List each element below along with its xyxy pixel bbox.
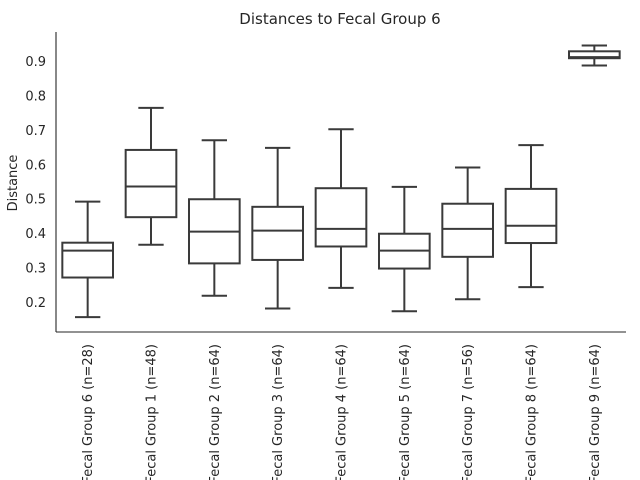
y-tick-label: 0.3 <box>25 262 46 277</box>
box-6 <box>378 185 431 313</box>
boxes <box>61 44 621 319</box>
x-tick-label: Fecal Group 1 (n=48) <box>145 344 160 480</box>
x-tick-labels: Fecal Group 6 (n=28) Fecal Group 1 (n=48)… <box>81 344 603 480</box>
y-tick-label: 0.4 <box>25 227 46 242</box>
y-tick-label: 0.7 <box>25 124 46 139</box>
box-2 <box>124 106 178 246</box>
y-tick-label: 0.5 <box>25 193 46 208</box>
x-tick-label: Fecal Group 5 (n=64) <box>398 344 413 480</box>
iqr-box <box>61 241 114 279</box>
y-tick-label: 0.2 <box>25 296 46 311</box>
x-tick-label: Fecal Group 6 (n=28) <box>81 344 96 480</box>
y-axis-label: Distance <box>6 155 21 212</box>
box-5 <box>314 128 368 289</box>
iqr-box <box>314 187 368 248</box>
iqr-box <box>251 205 304 261</box>
iqr-box <box>504 187 558 245</box>
iqr-box <box>124 148 178 219</box>
box-1 <box>61 200 114 319</box>
box-8 <box>504 144 558 289</box>
chart-title: Distances to Fecal Group 6 <box>239 10 440 28</box>
iqr-box <box>568 50 621 60</box>
x-tick-label: Fecal Group 4 (n=64) <box>335 344 350 480</box>
y-ticks: 0.2 0.3 0.4 0.5 0.6 0.7 0.8 0.9 <box>25 55 46 311</box>
y-tick-label: 0.6 <box>25 158 46 173</box>
y-tick-label: 0.8 <box>25 89 46 104</box>
iqr-box <box>441 202 495 258</box>
y-tick-label: 0.9 <box>25 55 46 70</box>
box-9 <box>568 44 621 67</box>
x-tick-label: Fecal Group 8 (n=64) <box>525 344 540 480</box>
box-4 <box>251 146 304 310</box>
x-tick-label: Fecal Group 2 (n=64) <box>208 344 223 480</box>
x-tick-label: Fecal Group 9 (n=64) <box>588 344 603 480</box>
box-7 <box>441 166 495 301</box>
x-tick-label: Fecal Group 3 (n=64) <box>271 344 286 480</box>
x-tick-label: Fecal Group 7 (n=56) <box>461 344 476 480</box>
box-3 <box>188 139 241 297</box>
